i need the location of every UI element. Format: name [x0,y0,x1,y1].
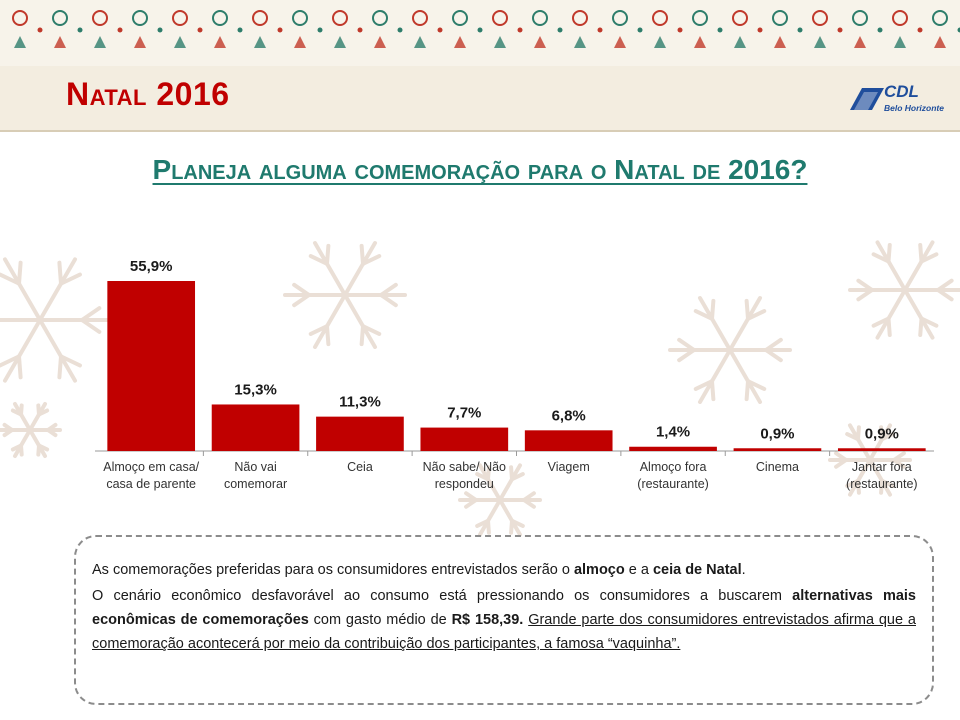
bar [211,404,300,451]
note-paragraph-2: O cenário econômico desfavorável ao cons… [92,584,916,656]
data-label: 1,4% [656,424,690,441]
bar [837,448,926,451]
note-paragraph-1: As comemorações preferidas para os consu… [92,558,916,582]
note-p1-text-d: . [741,562,746,578]
data-label: 0,9% [865,425,899,442]
bar-chart: 55,9% Almoço em casa/casa de parente 15,3%… [95,258,934,491]
snowflake-background [0,240,960,537]
bar [733,448,822,451]
category-label: (restaurante) [637,477,709,491]
category-label: respondeu [435,477,494,491]
category-label: Viagem [548,460,590,474]
survey-question: Planeja alguma comemoração para o Natal … [152,154,808,185]
category-label: casa de parente [106,477,196,491]
note-p2-text-a: O cenário econômico desfavorável ao cons… [92,588,793,604]
category-label: Ceia [347,460,373,474]
slide-title: Natal 2016 [66,76,230,112]
data-label: 11,3% [339,394,381,411]
category-label: (restaurante) [846,477,918,491]
data-label: 55,9% [130,258,173,275]
bar [420,427,509,451]
note-p2-text-c: com gasto médio de [308,612,452,628]
category-label: Não vai [234,460,276,474]
title-band [0,66,960,132]
christmas-pattern-banner [0,0,960,66]
note-p1-bold-ceia: ceia de Natal [652,562,742,578]
note-p2-bold-alternativas: alternativas mais econômicas de comemora… [92,588,916,628]
note-p1-text-a: As comemorações preferidas para os consu… [92,562,574,578]
data-label: 15,3% [234,381,277,398]
category-label: Almoço fora [640,460,707,474]
category-label: Almoço em casa/ [103,460,199,474]
category-label: Jantar fora [852,460,912,474]
data-label: 0,9% [760,425,794,442]
category-label: Não sabe/ Não [423,460,506,474]
category-label: comemorar [224,477,287,491]
data-label: 6,8% [552,407,586,424]
note-box [74,535,934,705]
note-p2-bold-value: R$ 158,39. [451,612,524,628]
bar [316,416,404,451]
note-p1-bold-almoco: almoço [573,562,625,578]
category-label: Cinema [756,460,799,474]
bar [107,281,196,451]
christmas-ornament-pattern [12,10,960,48]
logo-name: CDL [884,82,919,101]
note-text: As comemorações preferidas para os consu… [92,558,916,658]
note-p1-text-c: e a [624,562,653,578]
cdl-logo-icon [850,88,884,110]
logo-subtitle: Belo Horizonte [884,103,944,113]
note-p2-underlined: Grande parte dos consumidores entrevista… [92,612,916,652]
bar [524,430,613,451]
data-label: 7,7% [447,405,481,422]
bar [629,446,717,451]
